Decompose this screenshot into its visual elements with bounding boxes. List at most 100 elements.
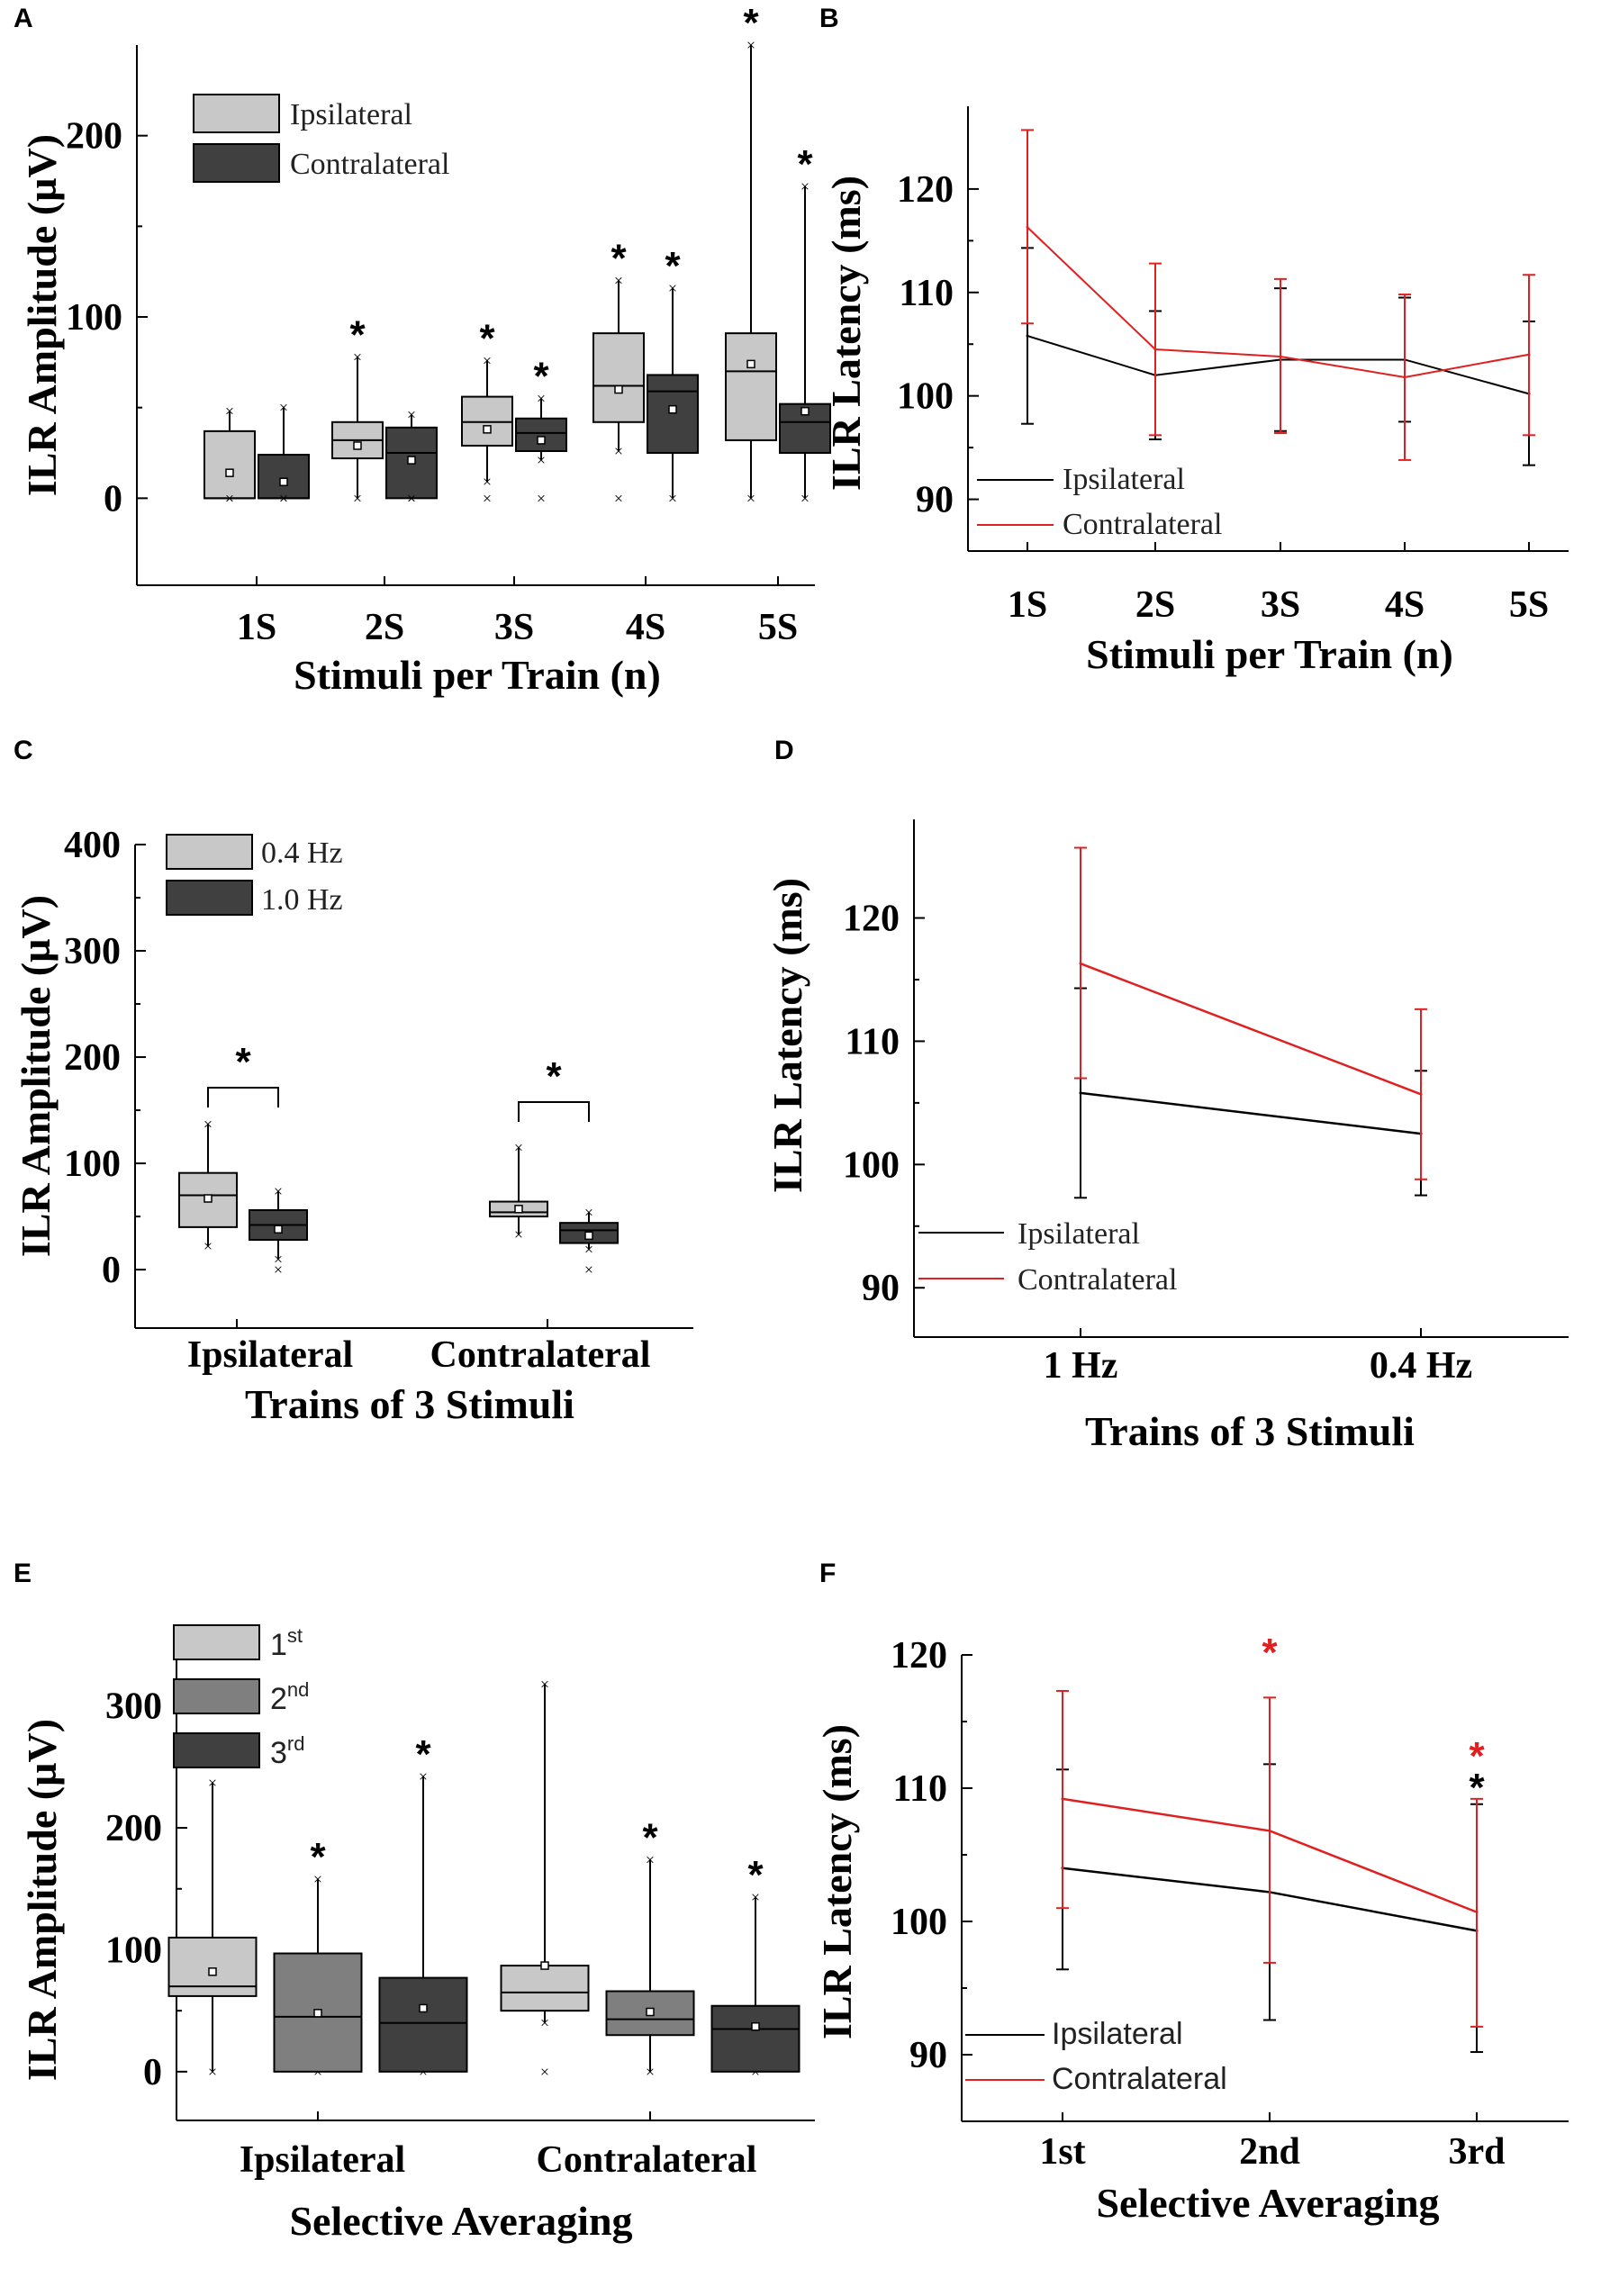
whisker-cap: × [614,272,623,290]
panel-label-b: B [819,4,839,33]
data-point [1403,375,1406,379]
panel-b-category-label: 4S [1385,584,1425,626]
significance-star: * [415,1732,431,1776]
mean-marker [208,1967,217,1976]
box [725,332,777,441]
panel-e-ytick-label: 100 [105,1930,162,1971]
mean-marker [204,1194,213,1203]
panel-c-x-title: Trains of 3 Stimuli [245,1381,574,1427]
data-point [1061,1797,1064,1801]
legend-label-contralateral: Contralateral [1063,508,1222,541]
panel-b-ytick-label: 90 [916,480,954,521]
legend-swatch-2nd [173,1678,260,1714]
panel-a-category-label: 3S [494,607,534,648]
legend-label-contralateral: Contralateral [290,148,449,181]
whisker-cap: × [646,2063,655,2081]
panel-d-category-label: 0.4 Hz [1370,1345,1472,1387]
outlier-marker: × [225,489,234,507]
box [592,332,645,423]
box [204,429,256,500]
panel-f-category-label: 3rd [1449,2131,1506,2173]
panel-a-ytick-label: 100 [66,297,122,339]
data-point [1153,348,1157,351]
legend-label-1-0hz: 1.0 Hz [261,883,343,917]
mean-marker [514,1205,523,1214]
significance-star: * [235,1040,251,1084]
panel-d-ytick-label: 120 [843,899,900,940]
whisker-cap: × [204,1115,213,1133]
box [378,1976,468,2073]
panel-c-ytick-label: 400 [64,825,121,866]
whisker-cap: × [584,1241,593,1259]
mean-marker [279,477,288,486]
panel-e-ytick-label: 300 [105,1686,162,1728]
whisker-cap: × [751,1888,760,1906]
outlier-marker: × [407,489,416,507]
significance-star: * [310,1835,326,1879]
significance-star: * [743,1,759,45]
whisker-cap: × [313,1870,322,1888]
box [647,374,699,455]
whisker-cap: × [483,473,492,491]
outlier-marker: × [614,489,623,507]
box [258,454,310,500]
outlier-marker: × [279,489,288,507]
box [500,1965,590,2012]
panel-d-ytick-label: 90 [862,1268,900,1309]
mean-marker [225,468,234,477]
mean-marker [800,406,810,416]
significance-star: * [642,1815,658,1859]
mean-marker [407,456,416,465]
panel-a-category-label: 1S [237,607,276,648]
box [167,1936,258,1997]
mean-marker [614,384,623,394]
panel-b-ytick-label: 120 [897,169,954,211]
whisker-cap: × [225,402,234,420]
mean-marker [746,359,755,369]
legend-label-superscript: st [287,1624,303,1647]
significance-star: * [479,316,495,360]
legend-label-base: 2 [270,1682,287,1716]
legend-swatch-0-4hz [166,834,253,870]
significance-star: * [665,244,681,288]
significance-star: * [747,1853,764,1897]
panel-c-category-label: Ipsilateral [187,1334,353,1376]
legend-label-ipsilateral: Ipsilateral [290,98,412,131]
panel-b-y-title: ILR Latency (ms) [823,176,869,491]
panel-d-ytick-label: 100 [843,1144,900,1186]
outlier-marker: × [540,2063,549,2081]
data-point [1475,1911,1479,1914]
series-line-contralateral [1080,963,1422,1096]
data-point [1419,1092,1423,1096]
data-point [1279,355,1282,358]
panel-c-ytick-label: 300 [64,931,121,972]
panel-b-category-label: 1S [1008,584,1047,626]
panel-d-y-title: ILR Latency (ms) [764,878,810,1193]
panel-label-c: C [14,736,33,765]
whisker-cap: × [800,177,810,195]
panel-a-ytick-label: 200 [66,116,122,158]
legend-label-0-4hz: 0.4 Hz [261,836,343,870]
legend-label-ipsilateral: Ipsilateral [1052,2017,1183,2051]
mean-marker [537,436,546,445]
panel-a-ytick-label: 0 [104,478,122,520]
panel-b-ytick-label: 100 [897,376,954,418]
whisker-cap: × [540,1675,549,1693]
mean-marker [483,425,492,434]
whisker-cap: × [614,442,623,460]
data-point [1079,1091,1082,1095]
legend-swatch-ipsilateral [193,94,280,133]
whisker-cap: × [746,489,755,507]
box [515,417,567,453]
whisker-cap: × [584,1203,593,1221]
legend-label-ipsilateral: Ipsilateral [1018,1217,1140,1251]
significance-star: * [349,312,366,357]
mean-marker [313,2009,322,2018]
panel-c-ytick-label: 100 [64,1143,121,1185]
panel-e-category-label: Ipsilateral [240,2139,405,2181]
whisker-cap: × [800,489,810,507]
panel-f-ytick-label: 120 [891,1635,947,1677]
legend-label-superscript: nd [287,1678,309,1701]
outlier-marker: × [537,489,546,507]
legend-label-base: 1 [270,1628,287,1662]
